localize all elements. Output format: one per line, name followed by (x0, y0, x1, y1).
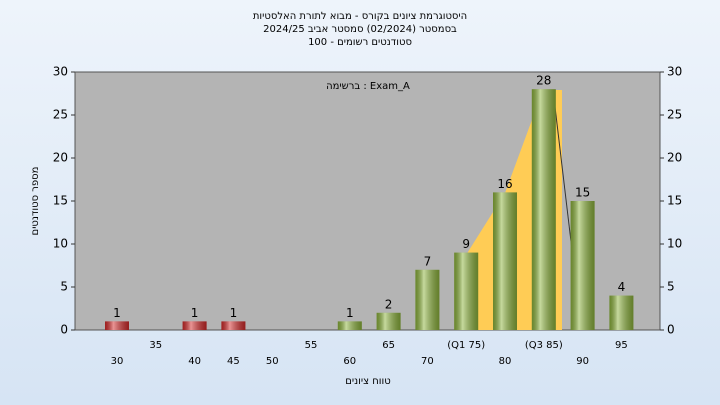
y2-tick-label: 25 (667, 108, 682, 122)
x-tick-label: 40 (188, 356, 201, 367)
bar-shine (105, 321, 129, 330)
x-tick-label: (Q3 85) (525, 340, 563, 351)
value-label: 28 (536, 74, 551, 88)
y2-tick-label: 15 (667, 194, 682, 208)
x-tick-label: 55 (305, 340, 318, 351)
y2-tick-label: 10 (667, 237, 682, 251)
bar-shine (376, 312, 401, 330)
annotation: ברשימה : Exam_A (326, 81, 410, 92)
x-axis-label: טווח ציונים (345, 376, 390, 387)
bar-shine (454, 252, 479, 330)
x-tick-label: 70 (421, 356, 434, 367)
x-tick-label: (Q1 75) (447, 340, 485, 351)
bar-shine (221, 321, 246, 330)
y-tick-label: 10 (53, 237, 68, 251)
bar-shine (415, 269, 440, 330)
y2-tick-label: 0 (667, 323, 675, 337)
value-label: 16 (497, 177, 512, 191)
value-label: 1 (346, 306, 354, 320)
x-tick-label: 60 (343, 356, 356, 367)
trend-line (552, 89, 573, 251)
x-tick-label: 80 (499, 356, 512, 367)
value-label: 9 (462, 237, 470, 251)
y-tick-label: 0 (60, 323, 68, 337)
plot-area (74, 71, 661, 331)
title-line: היסטוגרמת ציונים בקורס - מבוא לתורת האלס… (253, 11, 467, 22)
x-tick-label: 90 (576, 356, 589, 367)
bar-shine (493, 192, 517, 330)
y-tick-label: 15 (53, 194, 68, 208)
title-line: בסמסטר (02/2024) סמסטר אביב 2024/25 (263, 24, 457, 35)
y-tick-label: 30 (53, 65, 68, 79)
bar-shine (182, 321, 207, 330)
bar-shine (570, 201, 595, 330)
x-tick-label: 35 (149, 340, 162, 351)
bar-shine (337, 321, 362, 330)
y-axis-label: מספר סטודנטים (30, 167, 41, 236)
y-tick-label: 5 (60, 280, 68, 294)
y2-tick-label: 30 (667, 65, 682, 79)
bar-shine (531, 89, 556, 330)
y2-tick-label: 20 (667, 151, 682, 165)
title-line: סטודנטים רשומים - 100 (308, 37, 412, 48)
x-tick-label: 50 (266, 356, 279, 367)
x-tick-label: 45 (227, 356, 240, 367)
x-tick-label: 65 (382, 340, 395, 351)
y2-tick-label: 5 (667, 280, 675, 294)
value-label: 2 (385, 297, 393, 311)
y-tick-label: 25 (53, 108, 68, 122)
y-tick-label: 20 (53, 151, 68, 165)
value-label: 1 (113, 306, 121, 320)
bar-shine (609, 295, 634, 330)
value-label: 15 (575, 186, 590, 200)
value-label: 1 (230, 306, 238, 320)
x-tick-label: 30 (111, 356, 124, 367)
x-tick-label: 95 (615, 340, 628, 351)
value-label: 7 (424, 254, 432, 268)
value-label: 4 (618, 280, 626, 294)
value-label: 1 (191, 306, 199, 320)
